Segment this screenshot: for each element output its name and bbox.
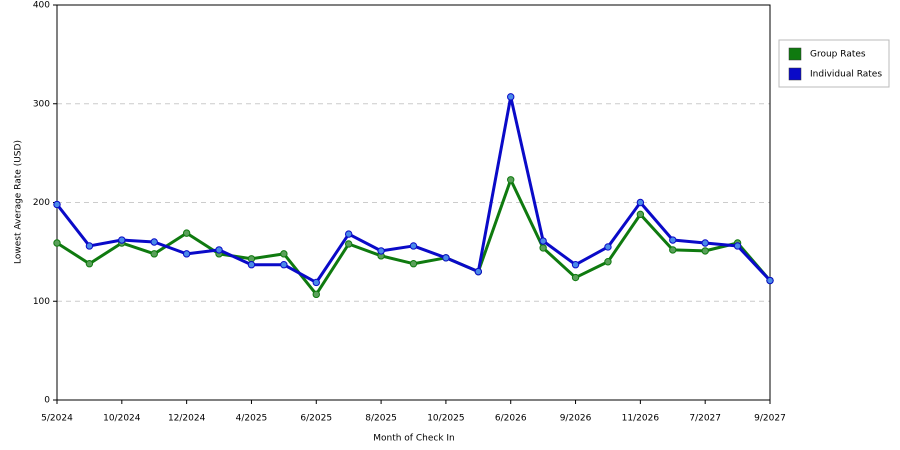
x-tick-label: 9/2026 — [560, 414, 592, 424]
point — [474, 267, 483, 276]
x-tick-label: 7/2027 — [689, 414, 721, 424]
x-tick-label: 10/2024 — [103, 414, 141, 424]
point — [344, 230, 353, 238]
point — [118, 236, 126, 244]
point — [507, 93, 515, 101]
point — [604, 258, 612, 266]
x-tick-label: 11/2026 — [622, 414, 660, 424]
point — [409, 242, 418, 250]
x-tick-label: 6/2026 — [495, 414, 527, 424]
point — [733, 242, 742, 250]
y-tick-label: 400 — [33, 1, 50, 11]
point — [669, 236, 677, 244]
point — [377, 247, 385, 255]
point — [701, 247, 709, 255]
x-tick-label: 9/2027 — [754, 414, 786, 424]
point — [215, 246, 223, 254]
point — [247, 261, 256, 269]
point — [571, 261, 580, 269]
series-line — [55, 95, 772, 284]
point — [409, 260, 418, 268]
point — [53, 239, 61, 247]
point — [571, 273, 580, 282]
y-tick-label: 300 — [33, 99, 50, 109]
point — [636, 210, 645, 219]
point — [150, 250, 158, 258]
point — [701, 239, 709, 247]
point — [280, 250, 288, 258]
point — [85, 260, 94, 268]
point — [766, 276, 774, 285]
point — [344, 240, 353, 248]
point — [53, 200, 61, 209]
x-tick-label: 5/2024 — [41, 414, 73, 424]
point — [85, 242, 94, 250]
y-tick-label: 0 — [44, 396, 50, 406]
legend-swatch — [788, 47, 802, 61]
x-tick-label: 6/2025 — [300, 414, 332, 424]
point — [312, 290, 320, 299]
point — [507, 176, 515, 184]
point — [182, 250, 191, 258]
y-tick-label: 200 — [33, 198, 50, 208]
point — [539, 237, 547, 245]
y-axis-label: Lowest Average Rate (USD) — [14, 140, 24, 264]
point — [669, 246, 677, 254]
point — [636, 198, 645, 207]
point — [150, 238, 158, 246]
series-line — [56, 178, 772, 296]
legend-swatch — [788, 67, 802, 81]
point — [539, 244, 547, 252]
point — [280, 261, 288, 269]
point — [312, 278, 320, 287]
legend-label: Individual Rates — [810, 70, 882, 80]
x-tick-label: 4/2025 — [236, 414, 268, 424]
x-tick-label: 10/2025 — [427, 414, 464, 424]
x-tick-label: 12/2024 — [168, 414, 206, 424]
point — [182, 229, 191, 237]
point — [604, 243, 612, 251]
x-axis-label: Month of Check In — [373, 434, 455, 444]
x-tick-label: 8/2025 — [365, 414, 397, 424]
legend-label: Group Rates — [810, 50, 866, 60]
point — [442, 254, 450, 262]
y-tick-label: 100 — [33, 297, 50, 307]
